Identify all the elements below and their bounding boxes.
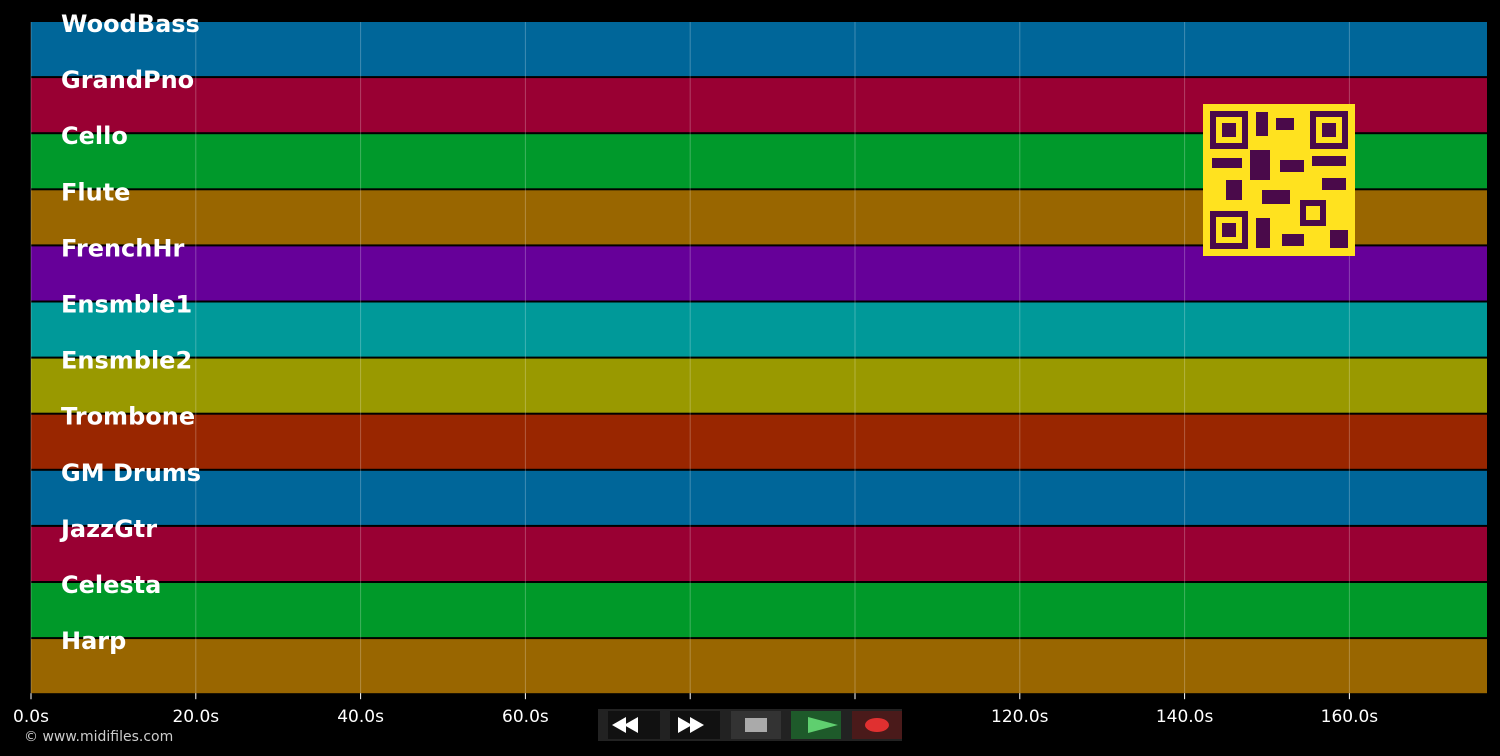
track-lane: [31, 414, 1487, 469]
track-name: JazzGtr: [59, 515, 157, 543]
stop-button[interactable]: [731, 711, 781, 739]
track-name: GM Drums: [61, 459, 201, 487]
track-name: Ensmble2: [61, 347, 192, 375]
fast-forward-button[interactable]: [670, 711, 720, 739]
rewind-button[interactable]: [608, 711, 660, 739]
track-lane: [31, 583, 1487, 638]
copyright: © www.midifiles.com: [24, 729, 173, 745]
track-name: Celesta: [61, 571, 161, 599]
tick-label: 120.0s: [991, 707, 1049, 727]
tick-label: 0.0s: [13, 707, 49, 727]
track-name: Flute: [61, 178, 130, 206]
track-name: Cello: [61, 122, 128, 150]
track-name: Harp: [61, 627, 126, 655]
track-lane: [31, 526, 1487, 581]
tick-label: 60.0s: [502, 707, 549, 727]
track-lane: [31, 470, 1487, 525]
track-name: WoodBass: [61, 10, 200, 38]
track-name: GrandPno: [61, 66, 194, 94]
transport-controls: [598, 709, 902, 741]
track-name: FrenchHr: [61, 234, 184, 262]
track-name: Trombone: [61, 403, 195, 431]
record-button[interactable]: [852, 711, 902, 739]
track-lane: [31, 302, 1487, 357]
track-lane: [31, 22, 1487, 77]
play-button[interactable]: [791, 711, 841, 739]
track-lane: [31, 639, 1487, 694]
track-name: Ensmble1: [61, 291, 192, 319]
tick-label: 20.0s: [172, 707, 219, 727]
tick-label: 40.0s: [337, 707, 384, 727]
qr-code: [1203, 104, 1355, 256]
tick-label: 140.0s: [1156, 707, 1214, 727]
track-lane: [31, 358, 1487, 413]
tick-label: 160.0s: [1321, 707, 1379, 727]
